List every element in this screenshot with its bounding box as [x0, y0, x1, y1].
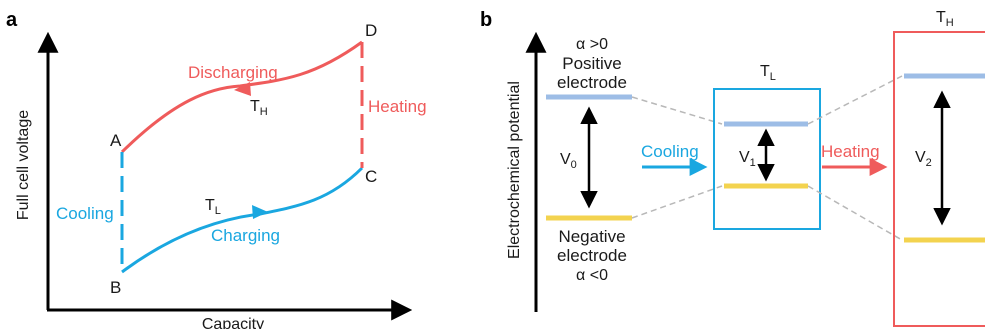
connector-negative-1	[631, 185, 723, 219]
th-label-b: TH	[936, 9, 954, 29]
positive-electrode-label-2: electrode	[557, 73, 627, 92]
th-state-box	[893, 31, 985, 327]
tl-label-b: TL	[760, 63, 776, 83]
connector-positive-2	[807, 75, 903, 125]
charging-arrowhead	[252, 205, 268, 219]
cooling-label-b: Cooling	[641, 142, 699, 161]
panel-a-label: a	[6, 9, 18, 31]
panel-b-y-axis-label: Electrochemical potential	[506, 81, 523, 259]
discharging-curve	[120, 40, 363, 154]
discharging-label: Discharging	[188, 63, 278, 82]
charging-curve	[121, 166, 364, 274]
connector-positive-1	[631, 96, 723, 125]
panel-b-label: b	[480, 9, 492, 31]
heating-label-a: Heating	[368, 97, 427, 116]
v2-label: V2	[915, 149, 932, 169]
charging-label: Charging	[211, 226, 280, 245]
cooling-label-a: Cooling	[56, 204, 114, 223]
tl-state-box	[713, 88, 821, 230]
alpha-positive-label: α >0	[576, 36, 608, 53]
v1-label: V1	[739, 149, 756, 169]
point-a-label: A	[110, 131, 122, 150]
point-d-label: D	[365, 21, 377, 40]
panel-a: a Full cell voltage Capacity A B C D Dis…	[6, 9, 427, 329]
panel-a-y-axis-label: Full cell voltage	[15, 110, 32, 220]
negative-electrode-label-1: Negative	[558, 227, 625, 246]
th-label-a: TH	[250, 98, 268, 118]
point-b-label: B	[110, 278, 121, 297]
positive-electrode-label-1: Positive	[562, 54, 622, 73]
connector-negative-2	[807, 185, 903, 241]
discharging-arrowhead	[234, 82, 251, 96]
v0-label: V0	[560, 151, 577, 171]
negative-electrode-label-2: electrode	[557, 246, 627, 265]
point-c-label: C	[365, 167, 377, 186]
panel-b: b Electrochemical potential α >0 Positiv…	[480, 9, 985, 327]
tl-label-a: TL	[205, 197, 221, 217]
panel-a-x-axis-label: Capacity	[202, 316, 264, 329]
alpha-negative-label: α <0	[576, 267, 608, 284]
heating-label-b: Heating	[821, 142, 880, 161]
